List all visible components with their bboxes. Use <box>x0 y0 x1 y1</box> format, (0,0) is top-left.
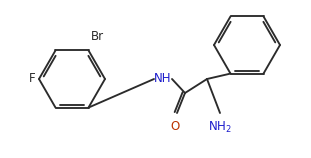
Text: O: O <box>170 120 180 133</box>
Text: Br: Br <box>91 30 104 43</box>
Text: F: F <box>29 73 36 85</box>
Text: NH$_2$: NH$_2$ <box>208 120 232 135</box>
Text: NH: NH <box>154 73 172 85</box>
